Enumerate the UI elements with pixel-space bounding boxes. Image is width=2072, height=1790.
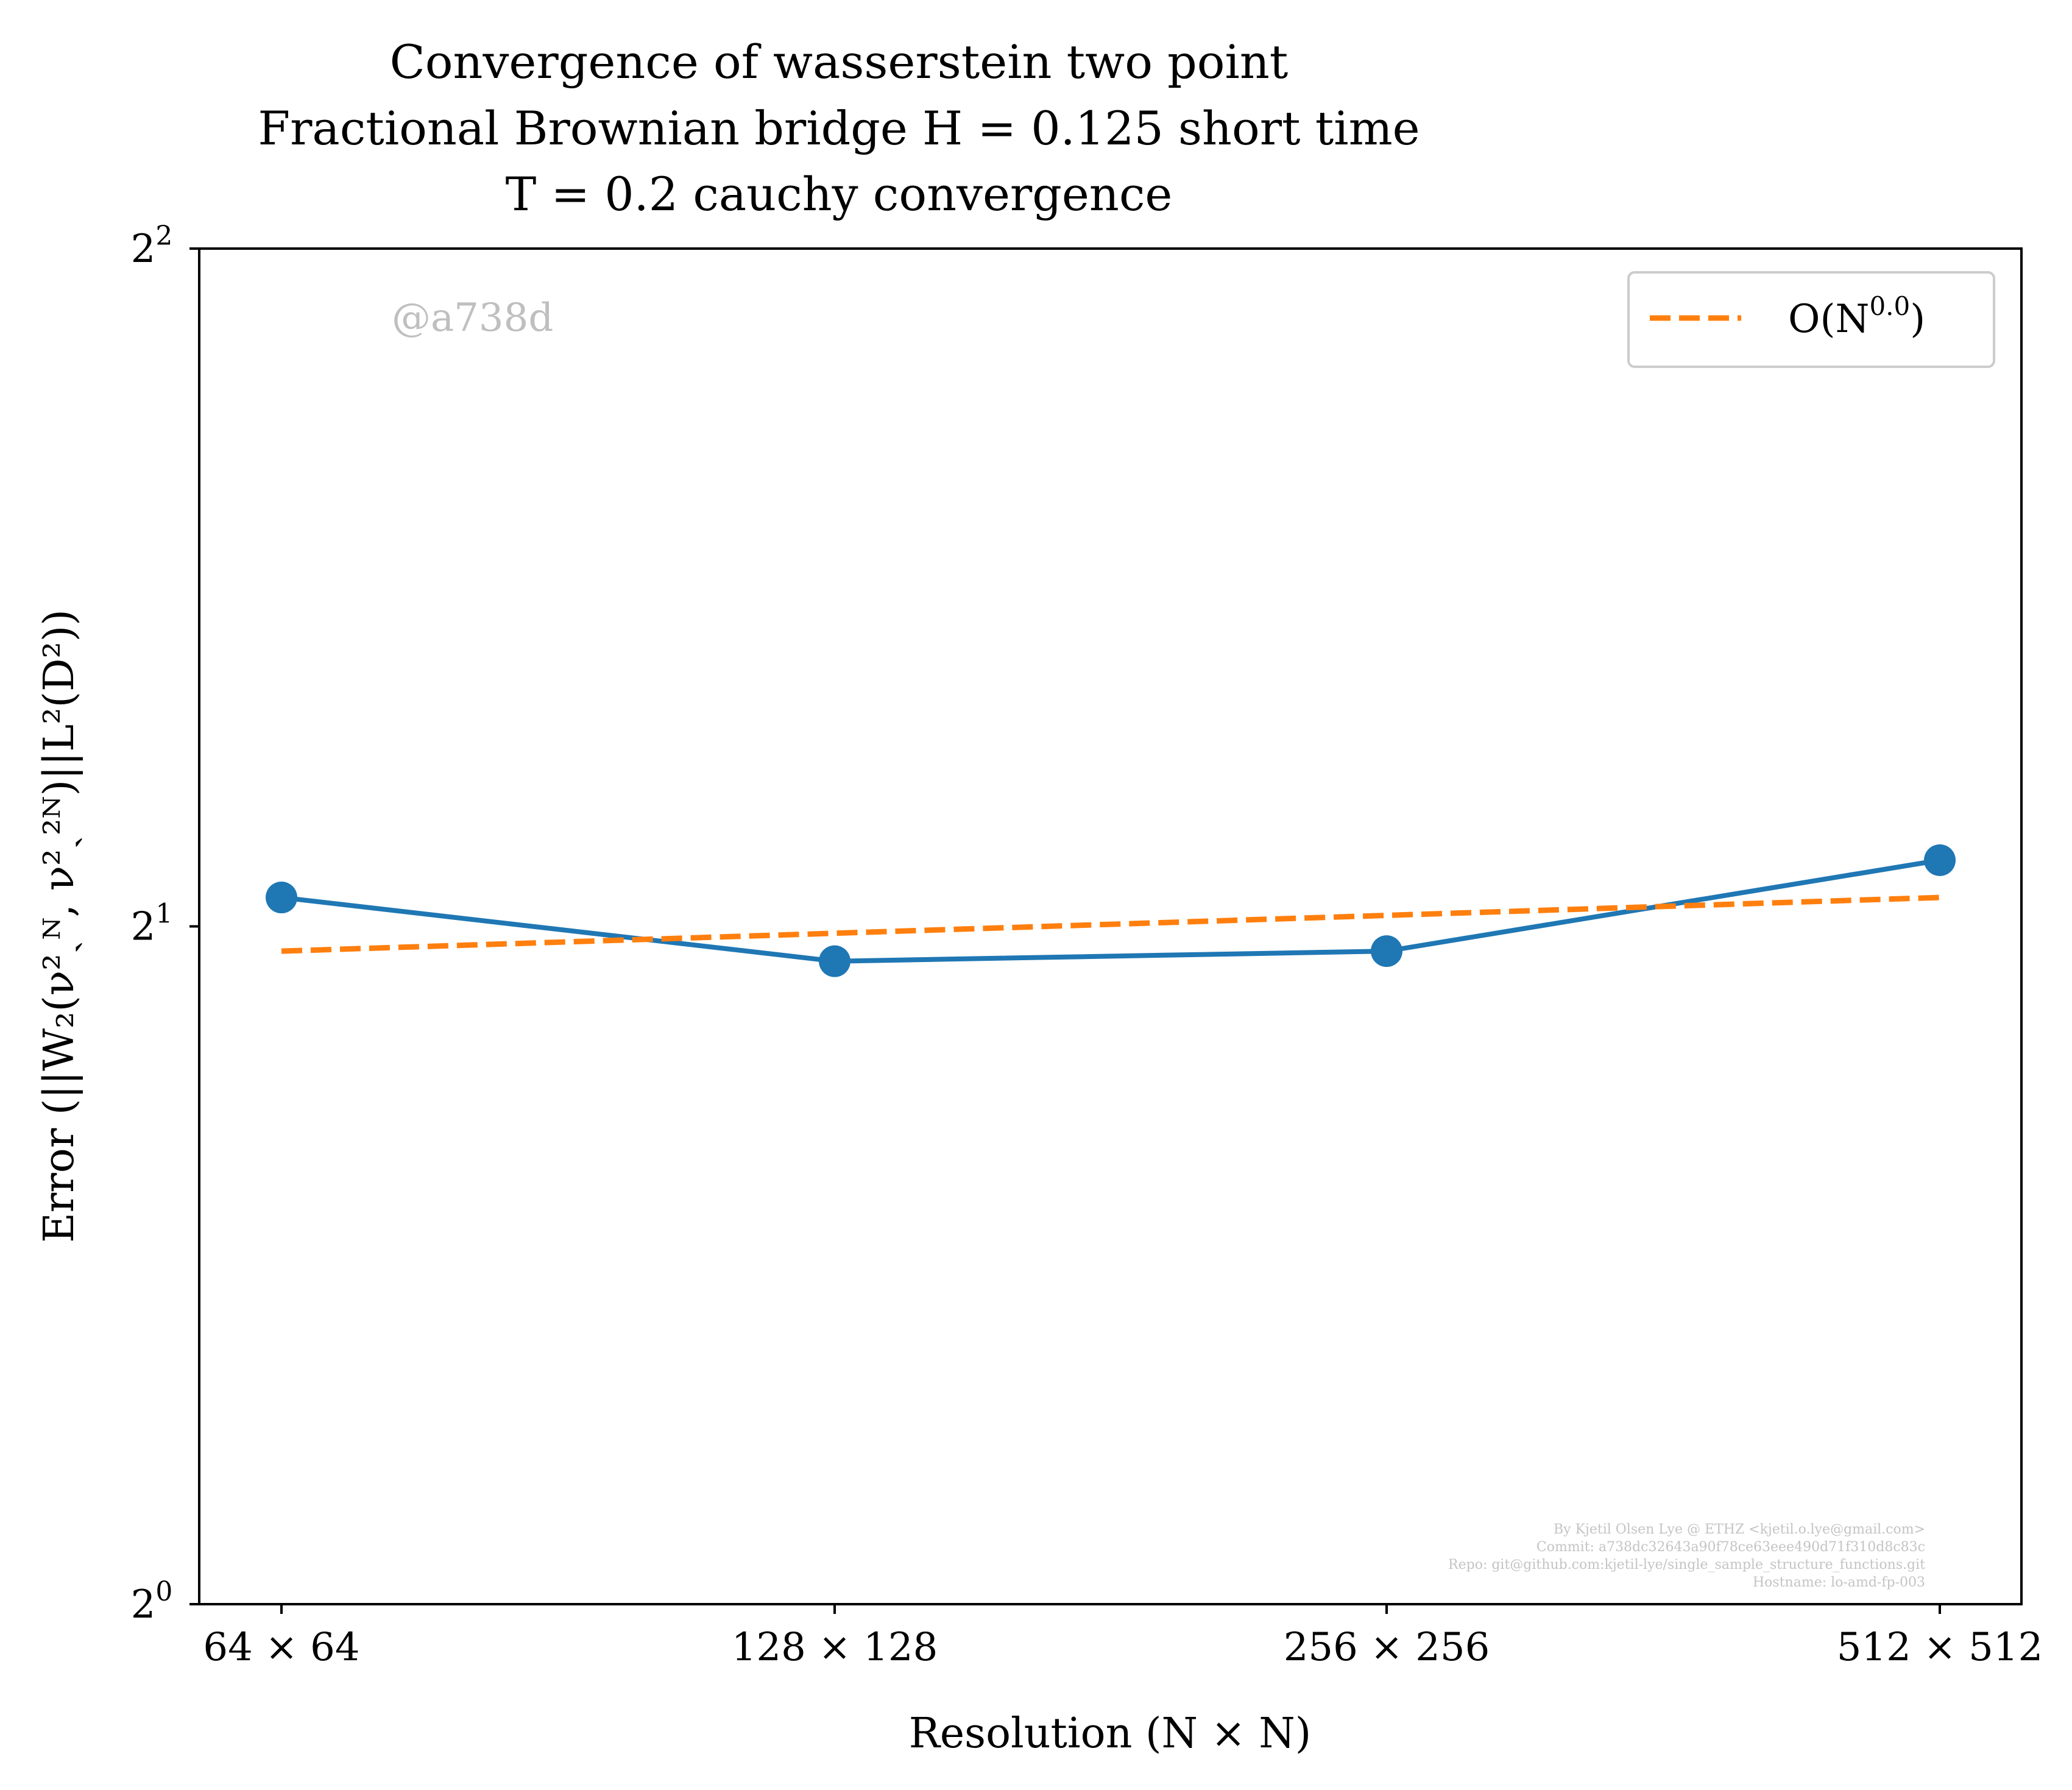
y-tick-exponent: 0 — [155, 1576, 172, 1607]
credits-line-4: Hostname: lo-amd-fp-003 — [1753, 1575, 1925, 1590]
x-tick-label: 256 × 256 — [1284, 1625, 1490, 1670]
legend-label: O(N0.0) — [1788, 291, 1925, 342]
y-tick-label: 22 — [131, 221, 173, 272]
y-tick-label: 21 — [131, 899, 173, 950]
data-point-marker — [1924, 844, 1956, 876]
legend-box — [1627, 271, 1995, 368]
series-layer — [266, 844, 1956, 977]
series-error-line — [281, 857, 1940, 964]
legend: O(N0.0) — [1627, 271, 1995, 368]
x-axis: 64 × 64 128 × 128 256 × 256 512 × 512 — [203, 1604, 2043, 1670]
y-axis-label: Error (||W₂(ν²ˏᴺ, ν²ˏ²ᴺ)||L²(D²)) — [35, 609, 83, 1243]
series-reference-line — [281, 894, 1940, 954]
y-tick-base: 2 — [131, 1582, 156, 1627]
credits-line-2: Commit: a738dc32643a90f78ce63eee490d71f3… — [1536, 1540, 1925, 1555]
credits-block: By Kjetil Olsen Lye @ ETHZ <kjetil.o.lye… — [1448, 1522, 1925, 1590]
y-tick-exponent: 2 — [155, 221, 172, 252]
legend-label-close: ) — [1910, 297, 1925, 342]
title-line-3: T = 0.2 cauchy convergence — [506, 167, 1173, 221]
y-tick-label: 20 — [131, 1576, 173, 1627]
legend-label-main: O(N — [1788, 297, 1869, 342]
credits-line-3: Repo: git@github.com:kjetil-lye/single_s… — [1448, 1557, 1925, 1572]
x-axis-label: Resolution (N × N) — [909, 1710, 1312, 1758]
credits-line-1: By Kjetil Olsen Lye @ ETHZ <kjetil.o.lye… — [1554, 1522, 1925, 1537]
data-point-marker — [266, 882, 297, 914]
y-tick-exponent: 1 — [155, 899, 172, 930]
title-line-2: Fractional Brownian bridge H = 0.125 sho… — [258, 101, 1420, 155]
legend-label-exponent: 0.0 — [1869, 291, 1910, 321]
x-tick-label: 512 × 512 — [1837, 1625, 2043, 1670]
title-line-1: Convergence of wasserstein two point — [390, 35, 1289, 89]
x-tick-label: 64 × 64 — [203, 1625, 359, 1670]
watermark-text: @a738d — [392, 295, 553, 341]
y-tick-base: 2 — [131, 905, 156, 950]
data-point-marker — [1371, 935, 1402, 968]
chart-title: Convergence of wasserstein two point Fra… — [258, 35, 1420, 221]
data-point-marker — [819, 945, 850, 977]
y-tick-base: 2 — [131, 227, 156, 272]
x-tick-label: 128 × 128 — [732, 1625, 938, 1670]
